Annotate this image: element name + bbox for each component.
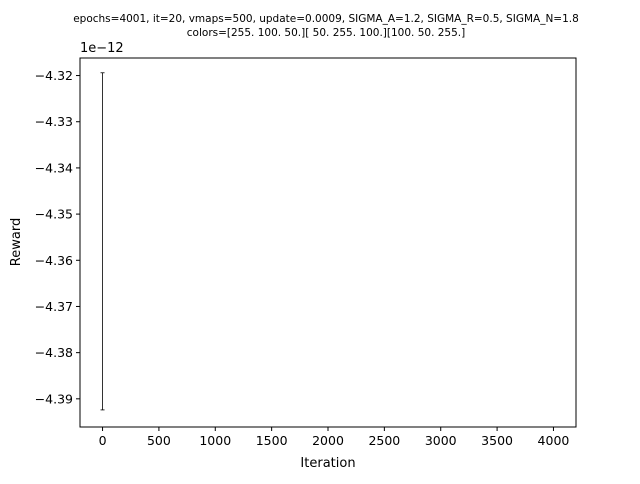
y-tick-label: −4.33: [35, 114, 73, 129]
chart-title-line-1: epochs=4001, it=20, vmaps=500, update=0.…: [73, 13, 579, 25]
x-tick-label: 2500: [368, 433, 400, 448]
x-axis-ticks: 0 500 1000 1500 2000 2500 3000 3500 4000: [99, 427, 570, 448]
plot-frame: [79, 57, 577, 428]
x-tick-label: 2000: [312, 433, 344, 448]
y-tick-label: −4.37: [35, 299, 73, 314]
y-axis-ticks: −4.39 −4.38 −4.37 −4.36 −4.35 −4.34 −4.33 −4.32: [35, 68, 80, 406]
x-tick-label: 0: [99, 433, 107, 448]
x-axis-label: Iteration: [300, 456, 355, 471]
y-tick-label: −4.34: [35, 160, 73, 175]
y-tick-label: −4.38: [35, 345, 73, 360]
y-tick-label: −4.35: [35, 207, 73, 222]
y-tick-label: −4.32: [35, 68, 73, 83]
plot-area: [80, 58, 576, 427]
y-axis-label: Reward: [9, 218, 24, 266]
data-marks: [100, 72, 105, 411]
x-tick-label: 1500: [256, 433, 288, 448]
x-tick-label: 3000: [425, 433, 457, 448]
x-tick-label: 500: [147, 433, 171, 448]
y-offset-label: 1e−12: [80, 41, 124, 56]
x-tick-label: 4000: [538, 433, 570, 448]
y-tick-label: −4.39: [35, 391, 73, 406]
chart-title-line-2: colors=[255. 100. 50.][ 50. 255. 100.][1…: [187, 27, 465, 39]
y-tick-label: −4.36: [35, 253, 73, 268]
x-tick-label: 3500: [481, 433, 513, 448]
x-tick-label: 1000: [199, 433, 231, 448]
